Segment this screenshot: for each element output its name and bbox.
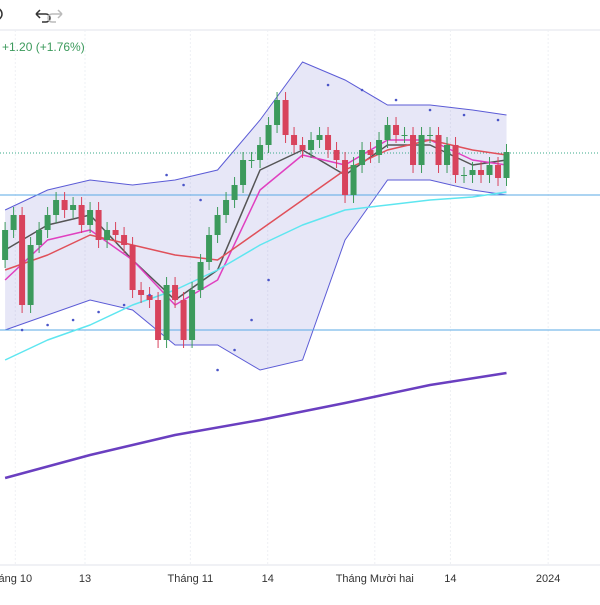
candle-body: [401, 135, 408, 136]
sar-dot: [182, 183, 185, 187]
candle-body: [427, 135, 434, 136]
candle-body: [452, 145, 459, 175]
sar-dot: [122, 303, 126, 307]
sar-dot: [199, 198, 202, 202]
candle-body: [36, 230, 43, 245]
redo-button[interactable]: [47, 9, 63, 23]
sar-dot: [428, 108, 432, 112]
toolbar: [0, 0, 600, 30]
sar-dot: [71, 318, 75, 322]
candle-body: [240, 160, 247, 185]
candle-body: [129, 245, 136, 290]
sar-dot: [267, 278, 270, 282]
sar-dot: [462, 113, 466, 117]
tool-icon[interactable]: [0, 8, 3, 20]
candle-body: [503, 152, 510, 178]
candle-body: [146, 295, 153, 300]
candle-body: [214, 215, 221, 235]
candle-body: [95, 210, 102, 240]
sar-dot: [394, 98, 398, 102]
candle-body: [172, 285, 179, 300]
candle-body: [27, 245, 34, 305]
candle-body: [418, 135, 425, 165]
candle-body: [2, 230, 9, 260]
candle-body: [469, 170, 476, 175]
x-tick-label: Tháng Mười hai: [336, 573, 414, 585]
candle-body: [231, 185, 238, 200]
sar-dot: [326, 83, 330, 87]
candle-body: [367, 150, 374, 155]
candle-body: [10, 215, 17, 230]
candle-body: [495, 165, 502, 178]
x-tick-label: 14: [444, 573, 456, 585]
candle-body: [189, 290, 196, 340]
sar-dot: [165, 173, 168, 177]
candle-body: [163, 285, 170, 340]
candle-body: [316, 135, 323, 140]
sar-dot: [216, 368, 219, 372]
candle-body: [112, 230, 119, 235]
candle-body: [282, 100, 289, 135]
candle-body: [274, 100, 281, 125]
x-tick-label: 13: [79, 573, 91, 585]
band-lower: [4, 179, 507, 371]
candle-body: [248, 160, 255, 161]
candle-body: [393, 125, 400, 135]
candle-body: [461, 175, 468, 176]
change-label: +1.20 (+1.76%): [2, 40, 85, 54]
sar-dot: [233, 348, 236, 352]
candle-body: [265, 125, 272, 145]
candle-body: [19, 215, 26, 305]
candle-body: [104, 230, 111, 240]
candle-body: [359, 150, 366, 165]
candle-body: [197, 262, 204, 290]
candle-body: [478, 170, 485, 175]
candle-body: [44, 215, 51, 230]
candle-body: [299, 145, 306, 150]
x-tick-label: 2024: [536, 573, 560, 585]
sar-dot: [97, 310, 100, 314]
sar-dot: [360, 88, 364, 92]
candle-body: [384, 125, 391, 140]
candle-body: [342, 160, 349, 195]
candle-body: [180, 300, 187, 340]
candle-body: [78, 205, 85, 225]
candle-body: [486, 165, 493, 175]
candle-body: [435, 135, 442, 165]
candle-body: [121, 235, 128, 245]
candle-body: [257, 145, 264, 160]
moving-average: [4, 191, 507, 361]
candle-body: [410, 135, 417, 165]
sar-dot: [148, 293, 151, 297]
x-tick-label: áng 10: [0, 573, 32, 585]
x-tick-label: 14: [262, 573, 274, 585]
sar-dot: [250, 318, 253, 322]
x-tick-label: Tháng 11: [168, 573, 214, 585]
candle-body: [333, 150, 340, 160]
undo-button[interactable]: [35, 9, 51, 23]
band-upper: [4, 61, 507, 211]
candle-body: [376, 140, 383, 155]
candle-body: [308, 140, 315, 150]
candle-body: [223, 200, 230, 215]
candle-body: [87, 210, 94, 225]
candle-body: [291, 135, 298, 145]
candle-body: [70, 205, 77, 210]
sar-dot: [20, 328, 24, 332]
candle-body: [61, 200, 68, 210]
candle-body: [206, 235, 213, 262]
sar-dot: [46, 323, 49, 327]
candle-body: [138, 290, 145, 295]
candle-body: [350, 165, 357, 195]
candle-body: [53, 200, 60, 215]
candle-body: [444, 145, 451, 165]
sar-dot: [496, 118, 500, 122]
candle-body: [155, 300, 162, 340]
moving-average: [4, 371, 507, 480]
band-area: [5, 62, 507, 370]
candle-body: [325, 135, 332, 150]
